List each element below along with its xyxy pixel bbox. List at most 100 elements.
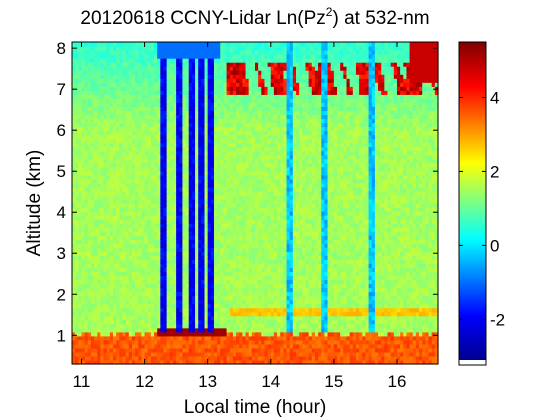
heatmap-cell — [154, 162, 158, 168]
heatmap-cell — [217, 263, 221, 268]
heatmap-cell — [255, 271, 259, 277]
heatmap-cell — [201, 126, 206, 132]
heatmap-cell — [255, 347, 259, 353]
heatmap-cell — [147, 170, 152, 176]
heatmap-cell — [248, 359, 253, 365]
heatmap-cell — [125, 198, 130, 204]
heatmap-cell — [135, 62, 139, 67]
heatmap-cell — [198, 78, 202, 83]
heatmap-cell — [223, 86, 228, 91]
heatmap-cell — [100, 211, 105, 216]
heatmap-cell — [239, 146, 243, 152]
heatmap-cell — [226, 90, 231, 95]
heatmap-cell — [264, 335, 269, 341]
heatmap-cell — [109, 138, 114, 144]
heatmap-cell — [198, 154, 202, 160]
heatmap-cell — [195, 154, 199, 160]
heatmap-cell — [125, 255, 130, 260]
heatmap-cell — [226, 198, 231, 204]
heatmap-cell — [119, 283, 124, 289]
heatmap-cell — [106, 134, 111, 140]
heatmap-cell — [125, 335, 130, 341]
heatmap-cell — [150, 50, 155, 55]
heatmap-cell — [103, 126, 108, 132]
heatmap-cell — [150, 279, 155, 285]
heatmap-cell — [97, 154, 101, 160]
heatmap-cell — [116, 323, 120, 329]
heatmap-cell — [248, 207, 253, 212]
heatmap-cell — [195, 319, 199, 325]
heatmap-cell — [141, 114, 146, 120]
heatmap-cell — [242, 62, 247, 67]
heatmap-cell — [84, 327, 89, 333]
heatmap-cell — [204, 182, 209, 188]
heatmap-cell — [217, 267, 221, 273]
heatmap-cell — [229, 50, 234, 55]
heatmap-cell — [100, 307, 105, 313]
heatmap-cell — [122, 46, 127, 51]
heatmap-cell — [166, 323, 171, 329]
heatmap-cell — [198, 54, 202, 59]
heatmap-cell — [90, 343, 95, 349]
heatmap-cell — [210, 211, 215, 216]
heatmap-cell — [213, 219, 218, 224]
heatmap-cell — [239, 122, 243, 128]
heatmap-cell — [248, 235, 253, 240]
heatmap-cell — [116, 303, 120, 309]
heatmap-cell — [258, 291, 262, 297]
heatmap-cell — [125, 207, 130, 212]
heatmap-cell — [182, 166, 187, 172]
heatmap-cell — [122, 178, 127, 184]
heatmap-cell — [245, 66, 250, 71]
heatmap-cell — [160, 239, 165, 244]
heatmap-cell — [125, 82, 130, 87]
heatmap-cell — [125, 114, 130, 120]
heatmap-cell — [109, 207, 114, 212]
heatmap-cell — [103, 166, 108, 172]
heatmap-cell — [169, 263, 174, 268]
heatmap-cell — [116, 275, 120, 281]
heatmap-cell — [191, 287, 196, 293]
heatmap-cell — [138, 279, 143, 285]
heatmap-cell — [198, 162, 202, 168]
heatmap-cell — [100, 58, 105, 63]
heatmap-cell — [122, 219, 127, 224]
heatmap-cell — [207, 98, 212, 103]
heatmap-cell — [245, 331, 250, 337]
heatmap-cell — [106, 150, 111, 156]
heatmap-cell — [150, 323, 155, 329]
heatmap-cell — [226, 339, 231, 345]
heatmap-cell — [198, 138, 202, 144]
heatmap-cell — [210, 114, 215, 120]
heatmap-cell — [198, 355, 202, 361]
heatmap-cell — [258, 178, 262, 184]
heatmap-cell — [213, 94, 218, 99]
heatmap-cell — [229, 303, 234, 309]
heatmap-cell — [144, 331, 149, 337]
heatmap-cell — [220, 215, 225, 220]
heatmap-cell — [191, 335, 196, 341]
heatmap-cell — [185, 182, 190, 188]
heatmap-cell — [207, 335, 212, 341]
heatmap-cell — [232, 74, 237, 79]
heatmap-cell — [251, 158, 256, 164]
heatmap-cell — [176, 211, 180, 216]
heatmap-cell — [261, 94, 266, 99]
heatmap-cell — [213, 74, 218, 79]
heatmap-cell — [125, 327, 130, 333]
heatmap-cell — [131, 62, 136, 67]
heatmap-cell — [229, 58, 234, 63]
heatmap-cell — [128, 319, 133, 325]
heatmap-cell — [147, 335, 152, 341]
heatmap-cell — [147, 315, 152, 321]
heatmap-cell — [150, 331, 155, 337]
heatmap-cell — [106, 307, 111, 313]
heatmap-cell — [176, 239, 180, 244]
heatmap-cell — [163, 62, 168, 67]
heatmap-cell — [204, 203, 209, 208]
heatmap-cell — [236, 255, 240, 260]
heatmap-cell — [135, 42, 139, 47]
heatmap-cell — [131, 78, 136, 83]
heatmap-cell — [248, 182, 253, 188]
heatmap-cell — [207, 219, 212, 224]
